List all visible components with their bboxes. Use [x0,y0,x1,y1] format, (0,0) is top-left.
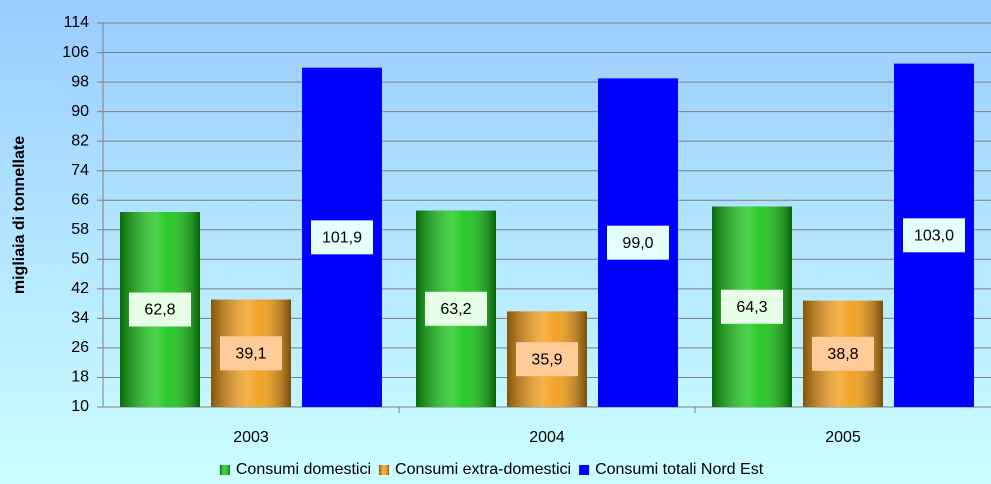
value-label-box [220,336,282,371]
value-label-box [607,225,669,260]
y-tick-label: 82 [71,132,89,149]
y-tick-label: 90 [71,103,89,120]
y-tick-label: 114 [63,14,89,31]
value-label: 62,8 [144,302,175,319]
y-tick-label: 34 [71,310,89,327]
value-label-box [812,336,874,371]
y-tick-label: 106 [62,44,89,61]
value-label-box [311,220,373,255]
legend-label: Consumi domestici [236,461,371,478]
x-tick-label: 2005 [825,429,861,446]
value-label-box [516,342,578,377]
value-label: 101,9 [322,230,362,247]
value-label: 103,0 [914,228,954,245]
y-tick-label: 18 [71,369,89,386]
legend-label: Consumi extra-domestici [395,461,571,478]
value-label-box [129,292,191,327]
y-tick-label: 58 [71,221,89,238]
y-tick-label: 66 [71,191,89,208]
y-tick-label: 10 [71,398,89,415]
legend-swatch [579,465,590,475]
value-label: 63,2 [440,301,471,318]
y-axis-title: migliaia di tonnellate [11,136,28,294]
value-label: 99,0 [622,235,653,252]
value-label: 64,3 [736,299,767,316]
value-label: 39,1 [235,345,266,362]
value-label-box [721,289,783,324]
legend-swatch-shade [219,465,230,475]
y-tick-label: 42 [71,280,89,297]
y-tick-label: 50 [71,251,89,268]
y-tick-label: 26 [71,339,89,356]
y-tick-label: 98 [71,73,89,90]
x-tick-label: 2004 [529,429,565,446]
legend-label: Consumi totali Nord Est [595,461,764,478]
value-label: 38,8 [827,346,858,363]
y-tick-label: 74 [71,162,89,179]
legend-swatch-shade [379,465,390,475]
value-label-box [425,291,487,326]
x-tick-label: 2003 [233,429,269,446]
value-label: 35,9 [531,351,562,368]
value-label-box [903,218,965,253]
